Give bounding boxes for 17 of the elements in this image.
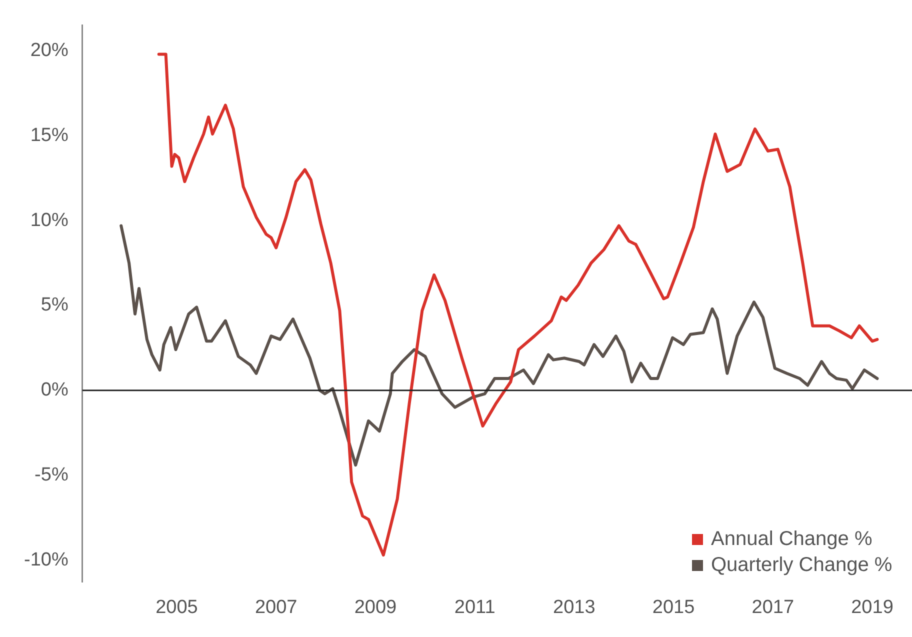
y-tick-label: 15% (30, 124, 68, 146)
x-tick-label: 2017 (752, 596, 794, 618)
y-tick-label: -10% (24, 549, 68, 570)
legend-label: Quarterly Change % (711, 553, 892, 578)
x-tick-label: 2005 (156, 596, 198, 618)
x-tick-label: 2007 (254, 596, 298, 618)
x-tick-label: 2015 (652, 596, 695, 618)
y-tick-label: -5% (34, 464, 68, 486)
x-tick-label: 2019 (851, 596, 894, 618)
x-tick-label: 2011 (454, 596, 496, 618)
y-tick-label: 10% (30, 210, 68, 231)
x-tick-label: 2009 (354, 596, 397, 618)
y-tick-label: 0% (40, 380, 68, 401)
y-tick-label: 5% (40, 294, 68, 316)
x-tick-label: 2013 (553, 596, 596, 618)
legend-label: Annual Change % (711, 527, 872, 552)
y-tick-label: 20% (30, 40, 68, 62)
